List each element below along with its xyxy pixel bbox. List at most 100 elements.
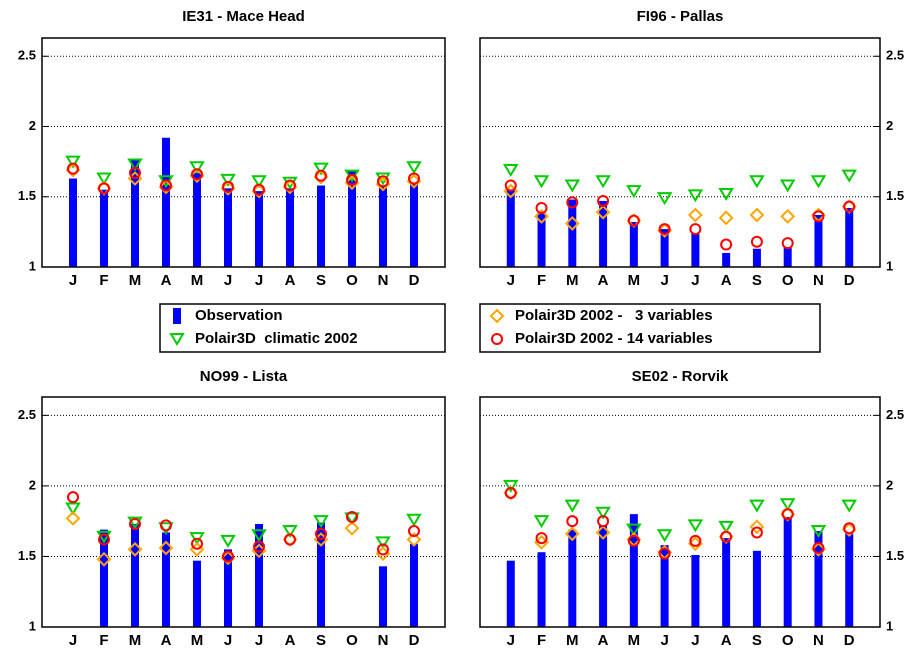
y-tick-label: 1.5 (886, 188, 904, 203)
triangle-marker (718, 520, 734, 534)
circle-marker (843, 200, 856, 213)
x-tick-label: M (628, 632, 641, 649)
bar (783, 247, 792, 267)
x-tick-label: N (378, 272, 389, 289)
circle-marker (720, 530, 733, 543)
circle-marker (346, 173, 358, 186)
legend-label: Polair3D 2002 - 14 variables (515, 330, 713, 347)
diamond-marker (564, 216, 580, 231)
y-tick-label: 2 (29, 477, 36, 492)
legend-label: Observation (195, 307, 283, 324)
y-tick-label: 1 (886, 258, 893, 273)
legend-label: Polair3D 2002 - 3 variables (515, 307, 713, 324)
x-tick-label: O (782, 632, 794, 649)
circle-marker (689, 534, 702, 547)
triangle-marker (158, 522, 174, 536)
bar (317, 185, 325, 267)
x-tick-label: J (691, 632, 699, 649)
x-tick-label: D (409, 272, 420, 289)
circle-marker (597, 515, 610, 528)
triangle-marker (96, 530, 112, 544)
triangle-marker (65, 502, 81, 516)
x-tick-label: J (660, 632, 668, 649)
circle-marker (781, 508, 794, 521)
bar (410, 182, 418, 267)
y-tick-label: 1.5 (18, 188, 36, 203)
bar (691, 233, 700, 267)
triangle-marker (810, 525, 827, 538)
y-tick-label: 2.5 (886, 407, 904, 422)
x-tick-label: A (598, 632, 609, 649)
circle-marker (160, 519, 172, 532)
triangle-marker (595, 175, 611, 189)
circle-marker (129, 166, 141, 179)
bar (193, 560, 201, 627)
diamond-marker (158, 540, 174, 556)
triangle-marker (626, 523, 642, 537)
diamond-marker (65, 510, 81, 526)
diamond-marker (749, 207, 765, 223)
bar (752, 248, 761, 267)
x-tick-label: J (255, 272, 263, 289)
circle-marker (67, 162, 79, 175)
triangle-marker (189, 532, 205, 546)
triangle-marker (656, 192, 673, 206)
triangle-marker (220, 173, 236, 187)
x-tick-label: J (691, 272, 699, 289)
y-tick-label: 2 (29, 118, 36, 133)
x-tick-label: S (752, 632, 762, 649)
bar (814, 215, 823, 267)
triangle-marker (749, 175, 765, 189)
circle-marker (67, 491, 79, 504)
circle-marker (253, 540, 265, 553)
circle-marker (627, 214, 640, 227)
circle-marker (129, 517, 141, 530)
bar (162, 532, 170, 627)
circle-marker (491, 333, 503, 345)
triangle-marker (503, 479, 519, 493)
bar (783, 516, 792, 627)
triangle-marker (189, 161, 205, 175)
bar (506, 189, 515, 267)
triangle-marker (406, 513, 422, 527)
x-tick-label: J (224, 632, 232, 649)
legend-box (159, 303, 446, 353)
x-tick-label: A (161, 272, 172, 289)
x-tick-label: M (129, 272, 142, 289)
bar (255, 191, 263, 267)
bar (845, 532, 854, 627)
circle-marker (627, 534, 640, 547)
x-tick-label: J (69, 272, 77, 289)
triangle-marker (96, 172, 112, 186)
chart-title: IE31 - Mace Head (182, 8, 305, 25)
triangle-marker (656, 529, 673, 543)
circle-marker (315, 527, 327, 540)
triangle-marker (779, 498, 796, 512)
x-tick-label: M (566, 272, 579, 289)
diamond-marker (780, 209, 796, 224)
circle-marker (535, 532, 548, 545)
circle-marker (346, 510, 358, 523)
circle-marker (750, 235, 763, 248)
circle-marker (160, 179, 172, 192)
triangle-marker (779, 179, 796, 193)
bar (629, 222, 638, 267)
bar (379, 185, 387, 267)
diamond-marker (489, 308, 505, 324)
circle-marker (222, 180, 234, 193)
triangle-marker (65, 155, 81, 169)
x-tick-label: S (316, 272, 326, 289)
bar (660, 545, 669, 627)
circle-marker (98, 182, 110, 195)
triangle-marker (313, 162, 329, 176)
circle-marker (781, 237, 794, 250)
bar (722, 252, 731, 267)
circle-marker (812, 210, 825, 223)
triangle-marker (375, 536, 391, 550)
x-tick-label: J (69, 632, 77, 649)
triangle-marker (718, 187, 734, 201)
x-tick-label: O (346, 632, 358, 649)
bar (410, 543, 418, 627)
triangle-marker (127, 516, 143, 530)
